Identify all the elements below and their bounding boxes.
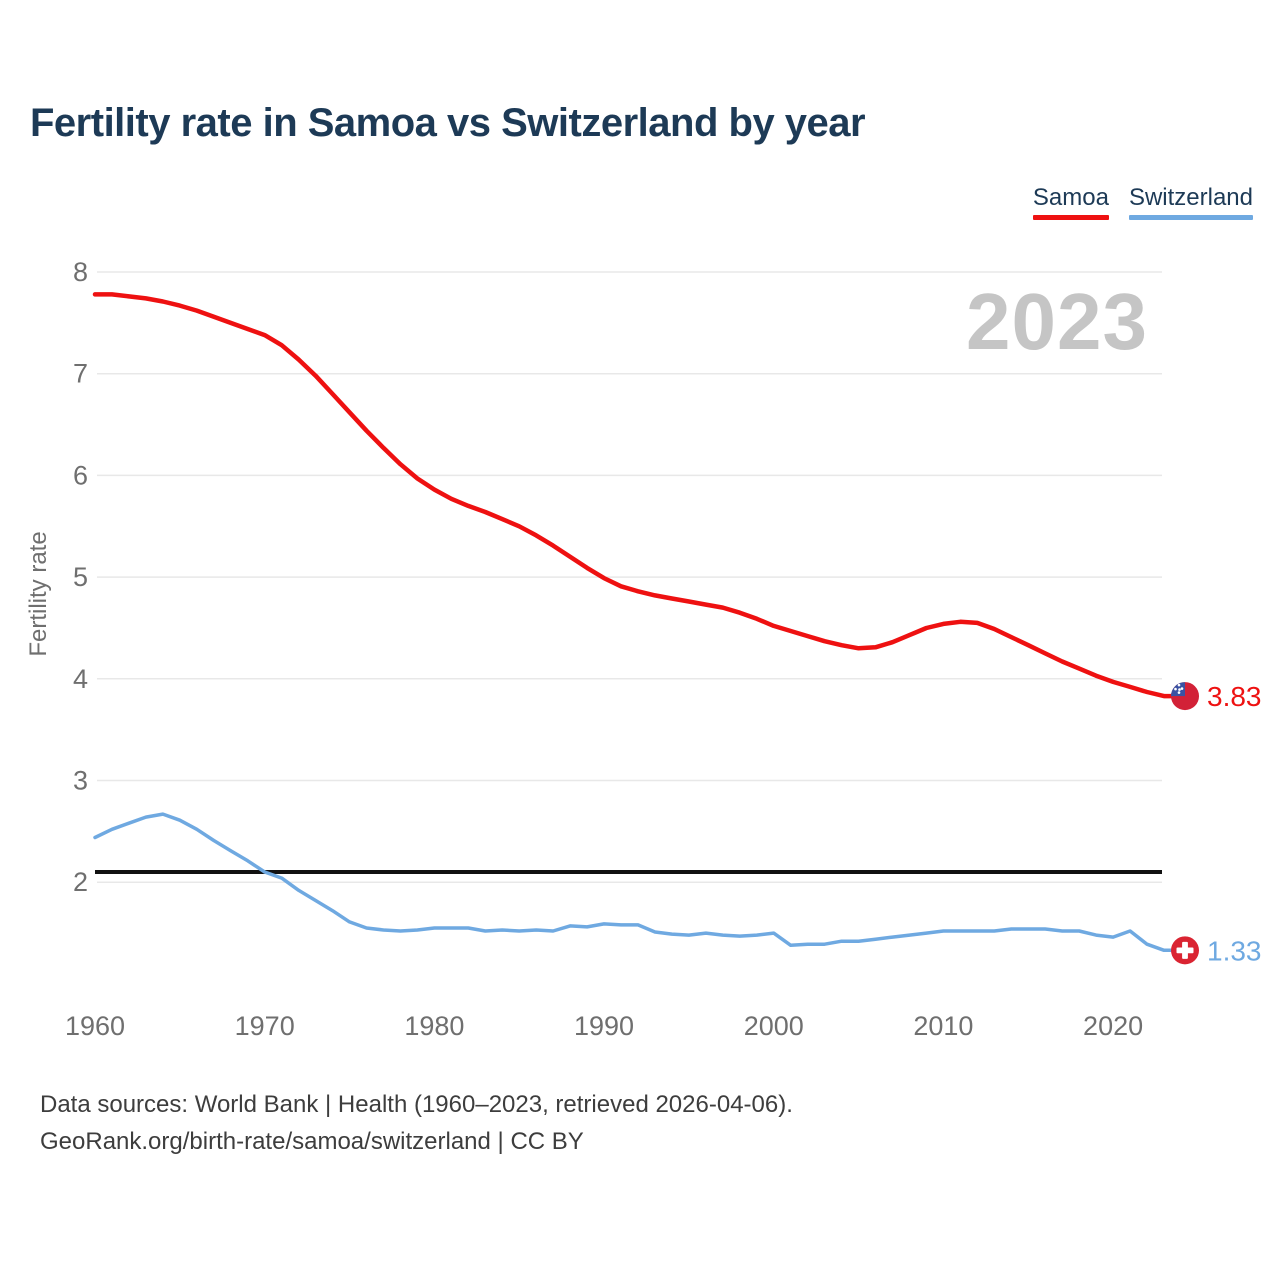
y-tick-label: 4 <box>73 664 88 694</box>
x-tick-label: 1970 <box>235 1011 295 1041</box>
switzerland-line[interactable] <box>93 812 1173 953</box>
x-tick-label: 1960 <box>65 1011 125 1041</box>
samoa-flag-icon[interactable] <box>1171 682 1199 711</box>
x-tick-label: 1980 <box>404 1011 464 1041</box>
footer-attribution: GeoRank.org/birth-rate/samoa/switzerland… <box>40 1128 584 1155</box>
legend-label-switzerland: Switzerland <box>1128 184 1253 211</box>
y-tick-label: 3 <box>73 766 88 796</box>
samoa-line[interactable] <box>92 292 1174 699</box>
legend-label-samoa: Samoa <box>1032 184 1109 211</box>
footer-data-sources: Data sources: World Bank | Health (1960–… <box>40 1091 793 1118</box>
switzerland-end-value: 1.33 <box>1207 935 1262 966</box>
x-tick-label: 1990 <box>574 1011 634 1041</box>
switzerland-flag-icon[interactable] <box>1171 936 1199 965</box>
samoa-end-value: 3.83 <box>1207 681 1262 712</box>
legend-item-switzerland[interactable]: Switzerland <box>1128 184 1253 221</box>
legend-item-samoa[interactable]: Samoa <box>1032 184 1109 221</box>
x-tick-label: 2000 <box>744 1011 804 1041</box>
legend-swatch-switzerland <box>1128 215 1253 221</box>
legend: Samoa Switzerland <box>1032 184 1253 221</box>
footer: Data sources: World Bank | Health (1960–… <box>40 1086 793 1160</box>
page-title: Fertility rate in Samoa vs Switzerland b… <box>30 101 866 145</box>
y-tick-label: 5 <box>73 562 88 592</box>
x-tick-label: 2010 <box>913 1011 973 1041</box>
y-tick-label: 2 <box>73 867 88 897</box>
y-tick-label: 6 <box>73 460 88 490</box>
y-axis-title: Fertility rate <box>25 531 52 656</box>
legend-swatch-samoa <box>1032 215 1109 221</box>
y-tick-label: 8 <box>73 257 88 287</box>
year-watermark: 2023 <box>966 277 1148 366</box>
y-tick-label: 7 <box>73 359 88 389</box>
x-tick-label: 2020 <box>1083 1011 1143 1041</box>
